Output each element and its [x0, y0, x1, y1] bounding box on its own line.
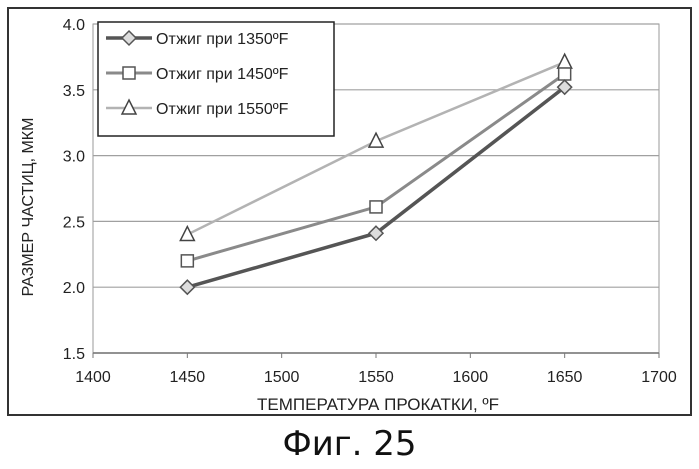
chart: 1.5 2.0 2.5 3.0 3.5 4.0 1400 1450 1500 1550 1600 16… [0, 0, 699, 420]
y-tick-label: 1.5 [63, 346, 85, 363]
x-tick-label: 1700 [641, 369, 677, 386]
y-tick-label: 3.5 [63, 83, 85, 100]
diamond-marker [180, 280, 194, 294]
y-tick-label: 2.0 [63, 280, 85, 297]
legend-entry: Отжиг при 1350ºF [156, 31, 289, 48]
triangle-marker [180, 227, 194, 241]
x-tick-label: 1550 [358, 369, 394, 386]
y-axis-label: РАЗМЕР ЧАСТИЦ, МКМ [20, 118, 37, 297]
square-marker [370, 201, 382, 213]
legend: Отжиг при 1350ºF Отжиг при 1450ºF Отжиг пр… [98, 22, 334, 136]
figure-caption: Фиг. 25 [0, 424, 699, 464]
y-tick-label: 2.5 [63, 214, 85, 231]
y-tick-label: 4.0 [63, 17, 85, 34]
x-tick-label: 1650 [547, 369, 583, 386]
legend-entry: Отжиг при 1450ºF [156, 66, 289, 83]
y-tick-label: 3.0 [63, 149, 85, 166]
triangle-marker [558, 54, 572, 68]
x-tick-label: 1450 [170, 369, 206, 386]
x-axis-label: ТЕМПЕРАТУРА ПРОКАТКИ, ºF [257, 395, 499, 414]
legend-entry: Отжиг при 1550ºF [156, 101, 289, 118]
square-marker [559, 68, 571, 80]
square-marker [123, 67, 135, 79]
square-marker [181, 255, 193, 267]
x-tick-label: 1600 [453, 369, 489, 386]
x-tick-label: 1500 [264, 369, 300, 386]
x-tick-label: 1400 [75, 369, 111, 386]
